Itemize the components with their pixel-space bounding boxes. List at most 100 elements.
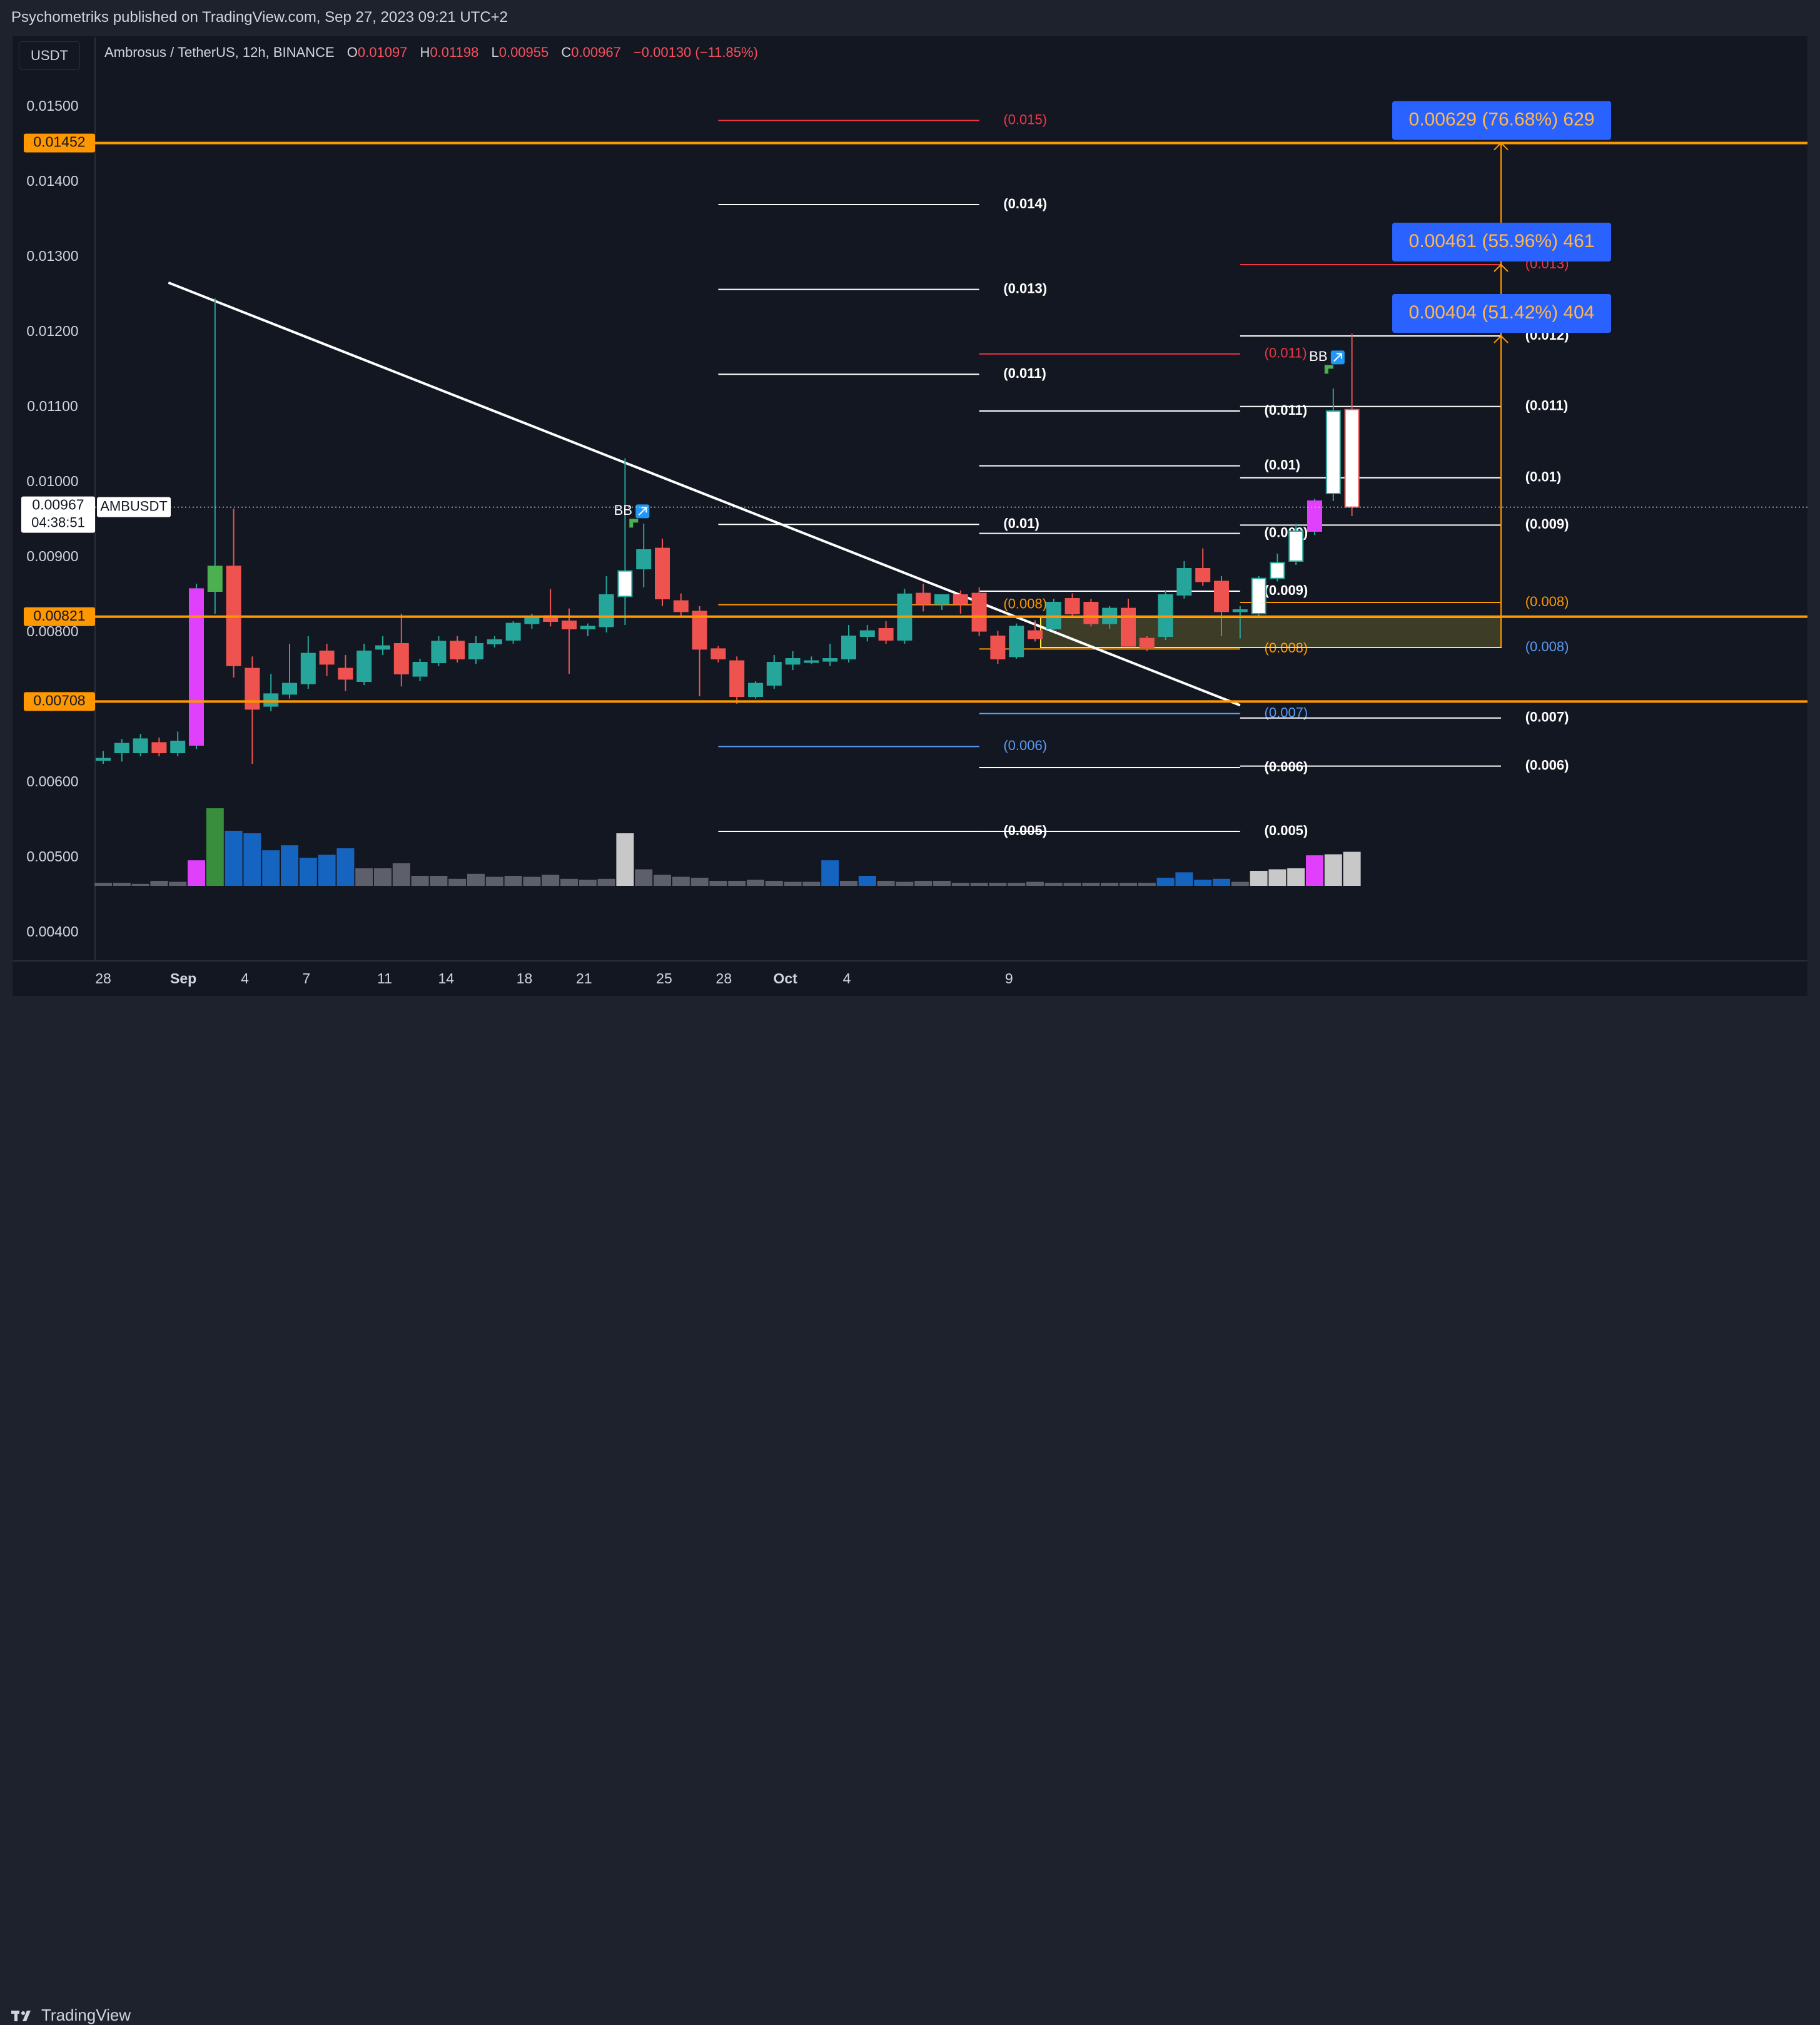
candle-body xyxy=(393,643,409,674)
candle-body xyxy=(841,636,856,659)
projection-arrowhead xyxy=(1494,142,1509,151)
currency-selector[interactable]: USDT xyxy=(19,41,80,70)
last-price-tag xyxy=(21,496,95,533)
low-value: 0.00955 xyxy=(498,44,549,60)
volume-bar xyxy=(355,868,373,886)
top-bar: Psychometriks published on TradingView.c… xyxy=(0,0,1820,36)
x-tick-label: 25 xyxy=(656,970,672,987)
candle-body xyxy=(151,742,167,754)
candle-body xyxy=(636,549,652,569)
candle-body xyxy=(96,758,111,761)
high-label: H xyxy=(420,44,430,60)
candle-body xyxy=(878,628,894,641)
bb-signal-label: BB xyxy=(1309,348,1327,364)
candle-body xyxy=(338,667,353,680)
volume-bar xyxy=(877,881,895,886)
volume-bar xyxy=(579,880,597,886)
candle-body xyxy=(1270,562,1285,579)
candle-body xyxy=(133,738,148,754)
level-price-label: 0.01452 xyxy=(33,134,85,150)
y-tick-label: 0.01000 xyxy=(26,473,78,489)
volume-bar xyxy=(523,876,541,886)
projection-label: 0.00629 (76.68%) 629 xyxy=(1409,109,1595,130)
candle-body xyxy=(1121,607,1136,647)
fib-level-label: (0.006) xyxy=(1525,757,1569,773)
volume-bar xyxy=(150,881,168,886)
ohlc-legend: Ambrosus / TetherUS, 12h, BINANCE O0.010… xyxy=(104,44,767,61)
candle-body xyxy=(1214,581,1229,612)
fib-level-label: (0.007) xyxy=(1525,709,1569,725)
fib-level-label: (0.009) xyxy=(1525,516,1569,532)
candle-body xyxy=(1028,630,1043,639)
candle-body xyxy=(934,594,949,605)
candle-body xyxy=(580,626,595,630)
volume-bar xyxy=(951,883,969,886)
volume-bar xyxy=(672,876,690,886)
x-tick-label: 11 xyxy=(377,970,392,987)
candle-body xyxy=(1064,598,1080,614)
chart-frame xyxy=(13,36,1807,996)
y-tick-label: 0.01300 xyxy=(26,248,78,264)
change-value: −0.00130 (−11.85%) xyxy=(633,44,758,60)
volume-bar xyxy=(1156,878,1175,886)
candle-body xyxy=(245,667,260,710)
tradingview-brand: TradingView xyxy=(41,2006,131,2024)
fib-level-label: (0.01) xyxy=(1525,469,1561,485)
level-price-tag xyxy=(24,133,95,153)
projection-label: 0.00404 (51.42%) 404 xyxy=(1409,302,1595,323)
fib-level-label: (0.008) xyxy=(1525,594,1569,609)
y-tick-label: 0.00600 xyxy=(26,773,78,789)
projection-arrowhead xyxy=(1494,263,1509,272)
x-tick-label: 7 xyxy=(302,970,310,987)
volume-bar xyxy=(94,883,112,886)
high-value: 0.01198 xyxy=(430,44,479,60)
low-label: L xyxy=(491,44,499,60)
candle-body xyxy=(282,683,297,695)
volume-bar xyxy=(188,860,205,886)
volume-bar xyxy=(933,881,951,886)
signal-arrow-glyph xyxy=(1333,353,1342,362)
projection-arrowhead xyxy=(1494,335,1509,343)
volume-bar xyxy=(896,881,914,886)
candle-body xyxy=(450,641,465,660)
candle-body xyxy=(617,570,633,597)
candle-body xyxy=(114,743,129,753)
fib-level-label: (0.011) xyxy=(1003,365,1046,381)
candle-body xyxy=(300,652,316,684)
candle-body xyxy=(319,651,335,665)
volume-bar xyxy=(169,881,187,886)
y-tick-label: 0.00400 xyxy=(26,923,78,940)
volume-bar xyxy=(467,873,485,886)
tradingview-logo[interactable]: TradingView xyxy=(11,2006,131,2025)
volume-bar xyxy=(1250,871,1268,886)
volume-bar xyxy=(1063,883,1081,886)
candle-body xyxy=(412,662,428,677)
volume-bar xyxy=(616,833,634,886)
projection-label-box xyxy=(1392,223,1611,261)
fib-level-label: (0.008) xyxy=(1525,639,1569,654)
volume-bar xyxy=(1101,883,1119,886)
fib-level-label: (0.008) xyxy=(1003,596,1047,611)
candle-body xyxy=(673,600,689,612)
volume-bar xyxy=(299,858,317,886)
volume-bar xyxy=(113,883,131,886)
y-tick-label: 0.01500 xyxy=(26,98,78,114)
open-value: 0.01097 xyxy=(357,44,408,60)
candle-body xyxy=(729,660,745,697)
candle-body xyxy=(1176,568,1192,596)
candle-body xyxy=(1083,602,1099,624)
candle-body xyxy=(189,588,204,746)
price-chart[interactable]: 0.01500 0.01400 0.01300 0.01200 0.01100 0.010… xyxy=(0,0,1820,1040)
candle-body xyxy=(916,592,931,605)
volume-bar xyxy=(784,881,802,886)
projection-label: 0.00461 (55.96%) 461 xyxy=(1409,231,1595,251)
volume-bar xyxy=(1044,883,1063,886)
x-tick-label: 4 xyxy=(241,970,249,987)
level-price-tag xyxy=(24,607,95,626)
volume-bar xyxy=(728,881,746,886)
candle-body xyxy=(766,662,782,686)
fib-level-label: (0.013) xyxy=(1003,280,1047,296)
close-value: 0.00967 xyxy=(571,44,621,60)
volume-bar xyxy=(709,881,727,886)
volume-bar xyxy=(1324,854,1342,886)
